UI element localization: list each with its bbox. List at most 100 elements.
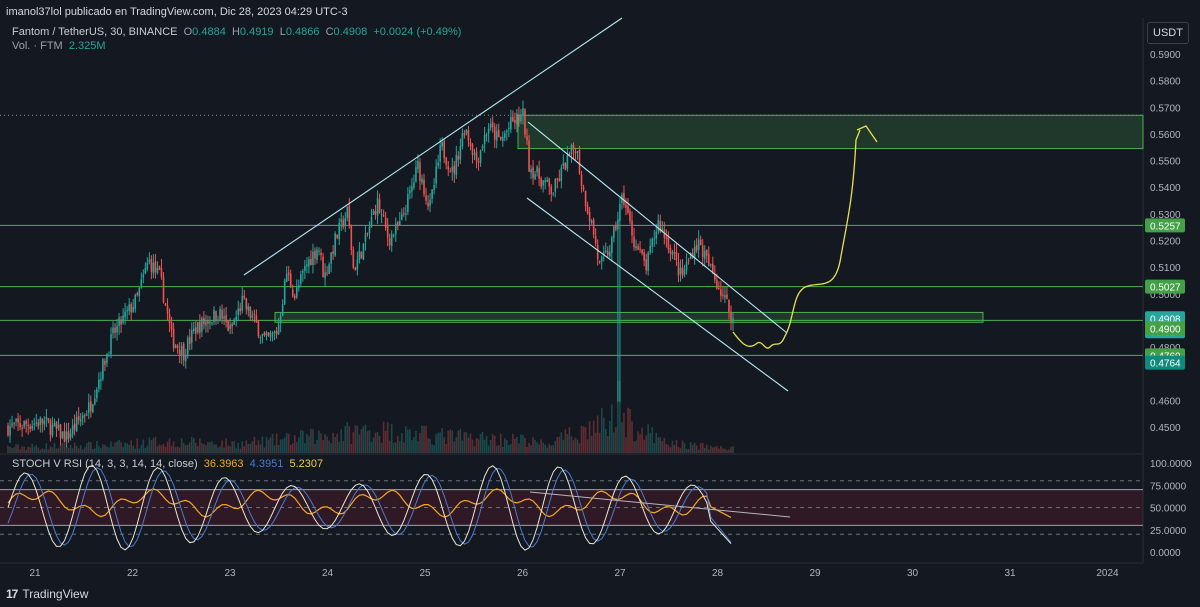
- volume-bar: [364, 424, 367, 453]
- volume-bar: [180, 438, 183, 453]
- volume-bar: [225, 438, 227, 453]
- volume-bar: [542, 442, 544, 453]
- candle-body: [617, 219, 619, 230]
- candle-body: [653, 238, 656, 240]
- volume-bar: [336, 433, 338, 453]
- volume-bar: [453, 441, 456, 453]
- candle-body: [190, 329, 193, 343]
- volume-bar: [477, 439, 480, 453]
- price-tick-label: 0.5500: [1150, 157, 1181, 168]
- volume-bar: [154, 436, 157, 453]
- candle-body: [374, 211, 377, 214]
- volume-bar: [162, 443, 165, 453]
- volume-bar: [263, 447, 266, 453]
- volume-bar: [128, 444, 130, 453]
- candle-body: [439, 145, 441, 162]
- volume-bar: [516, 436, 518, 453]
- stoch-trendline: [529, 491, 791, 518]
- volume-bar: [251, 441, 254, 453]
- candle-body: [647, 252, 649, 271]
- candle-body: [314, 250, 316, 259]
- volume-bar: [223, 447, 225, 453]
- volume-bar: [568, 426, 571, 453]
- candle-body: [322, 256, 324, 278]
- stoch-tick-label: 100.0000: [1150, 459, 1192, 470]
- volume-bar: [619, 381, 621, 453]
- candle-body: [21, 427, 23, 429]
- currency-button[interactable]: USDT: [1147, 22, 1189, 44]
- volume-bar: [665, 443, 668, 453]
- volume-bar: [164, 446, 167, 453]
- candle-body: [304, 265, 306, 271]
- volume-bar: [19, 449, 21, 453]
- candle-body: [386, 225, 389, 238]
- candle-body: [154, 261, 157, 272]
- candle-body: [132, 307, 135, 312]
- volume-bar: [41, 448, 44, 453]
- volume-bar: [584, 427, 587, 453]
- candle-body: [435, 166, 437, 184]
- candle-body: [142, 274, 145, 278]
- volume-bar: [671, 440, 674, 453]
- candle-body: [35, 422, 38, 424]
- candle-body: [649, 245, 652, 253]
- volume-bar: [530, 445, 532, 453]
- volume-bar: [81, 449, 84, 453]
- volume-bar: [205, 445, 207, 453]
- volume-bar: [275, 433, 278, 453]
- volume-bar: [455, 437, 458, 453]
- candle-body: [390, 234, 393, 247]
- candle-body: [134, 294, 137, 310]
- volume-bar: [342, 441, 345, 453]
- volume-bar: [388, 440, 391, 453]
- volume-bar: [293, 435, 296, 453]
- volume-bar: [479, 433, 482, 453]
- volume-bar: [15, 444, 17, 453]
- volume-bar: [134, 448, 137, 453]
- volume-bar: [92, 448, 94, 453]
- candle-body: [530, 169, 532, 173]
- volume-bar: [120, 442, 122, 453]
- candle-body: [195, 327, 197, 334]
- open-value: 0.4884: [192, 26, 226, 38]
- volume-bar: [501, 446, 504, 453]
- volume-bar: [392, 442, 395, 453]
- candle-body: [514, 120, 516, 123]
- candle-body: [606, 251, 609, 256]
- candle-body: [102, 359, 104, 380]
- volume-bar: [203, 444, 205, 453]
- volume-bar: [33, 446, 36, 453]
- volume-bar: [409, 429, 411, 453]
- volume-bar: [338, 441, 340, 453]
- stoch-d-value: 5.2307: [289, 458, 324, 470]
- volume-bar: [633, 441, 635, 453]
- volume-bar: [170, 445, 173, 453]
- candle-body: [544, 180, 546, 183]
- candle-body: [437, 162, 439, 166]
- candle-body: [199, 321, 201, 334]
- candle-body: [265, 333, 268, 336]
- volume-bar: [77, 448, 80, 453]
- volume-bar: [182, 443, 185, 453]
- volume-bar: [192, 438, 195, 453]
- candle-body: [451, 166, 454, 172]
- candle-body: [318, 251, 320, 253]
- time-axis[interactable]: 21 22 23 24 25 26 27 28 29 30 31 2024: [29, 568, 1119, 579]
- price-tick-label: 0.5200: [1150, 237, 1181, 248]
- candle-body: [687, 260, 690, 262]
- candle-body: [73, 423, 76, 430]
- published-caption: imanol37lol publicado en TradingView.com…: [6, 6, 348, 18]
- volume-bar: [435, 434, 437, 453]
- candle-body: [677, 262, 680, 276]
- volume-bar: [368, 430, 371, 453]
- candle-body: [380, 214, 383, 216]
- candle-body: [534, 174, 536, 180]
- volume-bar: [596, 415, 599, 453]
- candle-body: [162, 277, 165, 303]
- candle-body: [340, 219, 343, 223]
- candle-body: [532, 167, 534, 179]
- volume-bar: [647, 424, 649, 453]
- candle-body: [316, 249, 318, 261]
- volume-bar: [508, 444, 510, 453]
